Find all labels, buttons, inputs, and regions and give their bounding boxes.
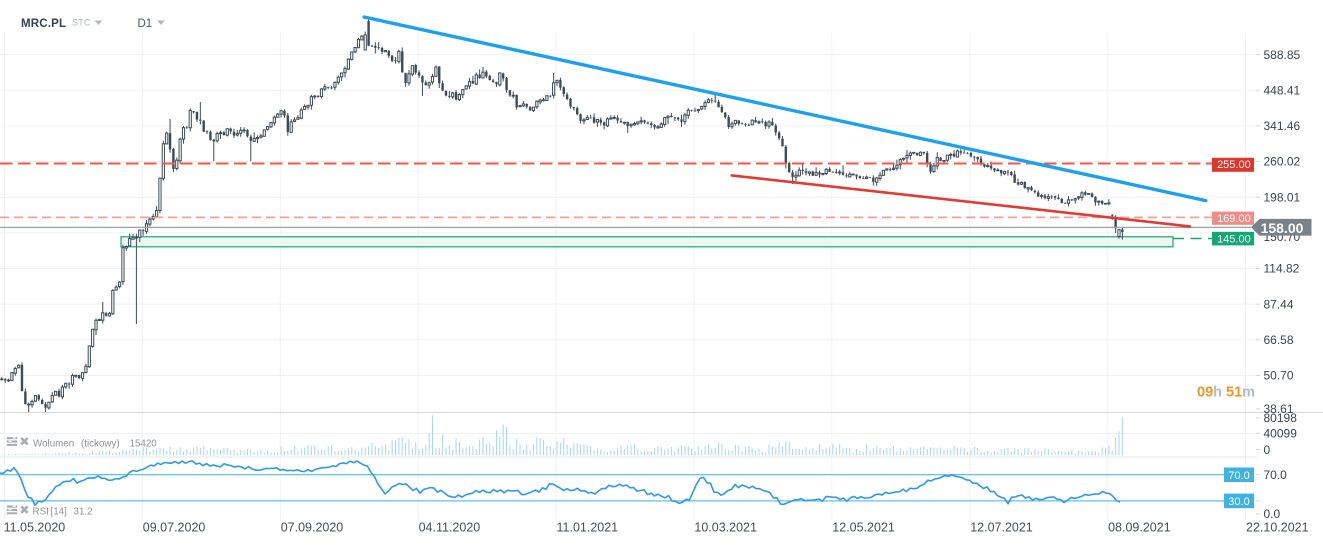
svg-text:87.44: 87.44 [1264, 297, 1294, 311]
svg-text:[14]: [14] [51, 506, 68, 517]
svg-text:66.58: 66.58 [1264, 333, 1294, 347]
svg-text:40099: 40099 [1264, 427, 1298, 441]
svg-text:70.0: 70.0 [1264, 468, 1288, 482]
svg-text:0.0: 0.0 [1264, 507, 1281, 521]
svg-text:38.61: 38.61 [1264, 402, 1294, 416]
svg-text:114.82: 114.82 [1264, 262, 1300, 276]
svg-text:22.10.2021: 22.10.2021 [1246, 520, 1309, 534]
svg-text:255.00: 255.00 [1217, 159, 1251, 171]
svg-text:D1: D1 [138, 18, 153, 30]
svg-text:11.05.2020: 11.05.2020 [4, 520, 66, 534]
svg-text:12.05.2021: 12.05.2021 [832, 520, 895, 534]
svg-text:588.85: 588.85 [1264, 48, 1301, 62]
svg-text:15420: 15420 [130, 438, 158, 449]
svg-text:11.01.2021: 11.01.2021 [557, 520, 619, 534]
svg-text:31.2: 31.2 [74, 506, 93, 517]
svg-text:260.02: 260.02 [1264, 155, 1301, 169]
svg-text:80198: 80198 [1264, 411, 1298, 425]
svg-text:30.0: 30.0 [1228, 496, 1249, 508]
svg-text:09.07.2020: 09.07.2020 [143, 520, 206, 534]
svg-text:07.09.2020: 07.09.2020 [281, 520, 344, 534]
svg-text:12.07.2021: 12.07.2021 [970, 520, 1033, 534]
svg-text:70.0: 70.0 [1228, 470, 1249, 482]
svg-text:10.03.2021: 10.03.2021 [694, 520, 757, 534]
svg-text:RSI: RSI [33, 506, 49, 517]
svg-text:169.00: 169.00 [1217, 213, 1251, 225]
svg-text:Wolumen: Wolumen [33, 438, 74, 449]
svg-text:04.11.2020: 04.11.2020 [419, 520, 481, 534]
svg-text:(tickowy): (tickowy) [81, 438, 120, 449]
svg-text:448.41: 448.41 [1264, 83, 1301, 97]
svg-text:09h 51m: 09h 51m [1197, 385, 1255, 401]
svg-text:158.00: 158.00 [1261, 220, 1304, 236]
svg-text:STC: STC [72, 18, 91, 28]
svg-text:0: 0 [1264, 443, 1271, 457]
svg-text:341.46: 341.46 [1264, 119, 1301, 133]
svg-text:08.09.2021: 08.09.2021 [1108, 520, 1171, 534]
svg-text:198.01: 198.01 [1264, 190, 1301, 204]
svg-text:145.00: 145.00 [1217, 233, 1251, 245]
svg-text:MRC.PL: MRC.PL [21, 18, 66, 30]
svg-text:50.70: 50.70 [1264, 369, 1294, 383]
